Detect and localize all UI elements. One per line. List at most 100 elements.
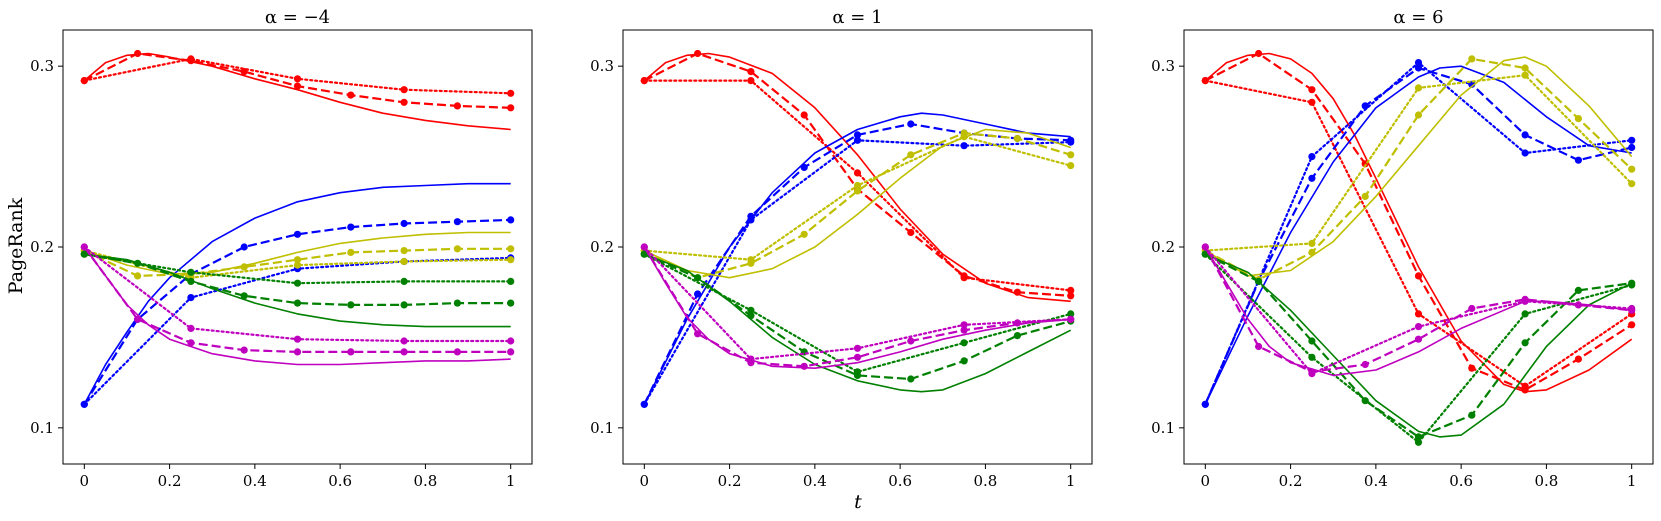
red-dashed-point (507, 104, 515, 112)
red-dashed-point (293, 82, 302, 90)
y-tick-label: 0.3 (1151, 57, 1175, 75)
yellow-dashed-point (347, 248, 355, 256)
yellow-dotted-point (293, 261, 302, 269)
yellow-dashed-point (1521, 64, 1529, 72)
green-dashed-point (694, 274, 702, 282)
magenta-dashed-point (1468, 304, 1476, 313)
green-dotted-point (80, 250, 88, 258)
magenta-dotted-point (747, 355, 755, 363)
red-dotted-point (507, 89, 515, 97)
red-dashed-point (907, 228, 915, 237)
green-dotted-line (643, 253, 1072, 373)
green-dotted-line (1204, 253, 1633, 444)
magenta-dotted-point (1067, 315, 1075, 323)
yellow-dotted-point (1067, 162, 1075, 170)
green-dashed-point (1521, 339, 1529, 347)
green-dotted-point (293, 279, 302, 287)
red-dashed-point (1468, 364, 1476, 372)
blue-dashed-point (1308, 174, 1316, 182)
yellow-dashed-point (907, 151, 915, 159)
magenta-dashed-point (853, 353, 862, 361)
green-dashed-point (1574, 286, 1582, 294)
magenta-dashed-point (960, 326, 968, 334)
red-dashed-point (747, 68, 755, 76)
red-dashed-point (1067, 292, 1075, 300)
green-dashed-point (187, 277, 195, 285)
yellow-dotted-point (747, 256, 755, 264)
red-dashed-point (400, 98, 408, 106)
red-dashed-point (453, 102, 461, 110)
green-exact-line (1204, 253, 1633, 438)
magenta-dotted-point (187, 324, 195, 332)
magenta-dashed-point (134, 315, 142, 323)
magenta-dotted-point (1414, 323, 1423, 331)
red-dashed-point (1414, 272, 1423, 280)
x-tick-label: 0.2 (718, 472, 742, 490)
yellow-exact-line (643, 128, 1071, 279)
magenta-dotted-point (1628, 304, 1636, 313)
x-tick-label: 0.8 (1534, 472, 1558, 490)
x-tick-label: 1 (1066, 472, 1076, 490)
yellow-dashed-line (1204, 57, 1633, 281)
yellow-dashed-point (800, 230, 808, 238)
y-tick-label: 0.1 (1151, 419, 1175, 437)
red-dotted-point (187, 55, 195, 63)
panel-2: α = 1 0 0.2 0.4 0.6 0.8 1 0.1 0.2 0.3 (590, 7, 1093, 490)
panel-title: α = −4 (265, 7, 330, 28)
x-axis-label: t (854, 491, 862, 513)
x-tick-label: 0.8 (973, 472, 997, 490)
green-dotted-point (507, 277, 515, 285)
green-exact-line (644, 253, 1072, 393)
green-dashed-point (1255, 277, 1263, 285)
blue-dashed-point (800, 163, 808, 171)
x-tick-label: 1 (1627, 472, 1637, 490)
green-dotted-point (747, 306, 755, 314)
red-dotted-point (400, 86, 408, 94)
red-dotted-point (1201, 77, 1209, 85)
green-dashed-point (960, 357, 968, 365)
green-dashed-line (643, 253, 1071, 381)
x-tick-label: 0.6 (328, 472, 352, 490)
green-dashed-line (1204, 253, 1632, 439)
green-dotted-point (1521, 310, 1529, 318)
blue-dotted-point (187, 294, 195, 302)
y-axis-label: PageRank (5, 197, 27, 294)
blue-dotted-point (1414, 59, 1423, 67)
x-tick-label: 0.4 (243, 472, 267, 490)
blue-dotted-point (747, 216, 755, 224)
plot-area (640, 49, 1075, 408)
yellow-dotted-point (960, 133, 968, 141)
y-tick-label: 0.2 (30, 238, 54, 256)
yellow-dashed-point (1361, 192, 1369, 200)
plot-area (1201, 49, 1636, 446)
green-dashed-point (747, 312, 755, 320)
yellow-dotted-point (507, 256, 515, 264)
blue-dotted-point (640, 400, 648, 408)
magenta-dotted-point (1521, 297, 1529, 305)
blue-dashed-line (83, 218, 511, 405)
y-tick-label: 0.2 (1151, 238, 1175, 256)
blue-dotted-point (1308, 153, 1316, 161)
magenta-dotted-point (80, 243, 88, 251)
green-exact-line (84, 253, 511, 328)
blue-dotted-line (643, 139, 1072, 406)
y-tick-label: 0.1 (30, 419, 54, 437)
magenta-dotted-point (293, 335, 302, 343)
blue-dotted-point (960, 142, 968, 150)
red-exact-line (643, 52, 1071, 303)
green-dashed-line (84, 253, 511, 306)
magenta-dashed-point (400, 348, 408, 356)
red-dashed-point (347, 91, 355, 99)
yellow-dashed-point (134, 272, 142, 280)
green-dashed-point (507, 299, 515, 307)
green-dotted-point (640, 250, 648, 258)
x-tick-label: 0 (80, 472, 90, 490)
panel-3: α = 6 0 0.2 0.4 0.6 0.8 1 0.1 0.2 0.3 (1151, 7, 1654, 490)
green-dotted-point (960, 339, 968, 347)
yellow-dotted-line (1204, 74, 1633, 252)
green-dashed-point (1308, 337, 1316, 345)
yellow-dashed-point (293, 256, 302, 264)
blue-dashed-point (853, 131, 862, 139)
x-tick-label: 0.4 (803, 472, 827, 490)
